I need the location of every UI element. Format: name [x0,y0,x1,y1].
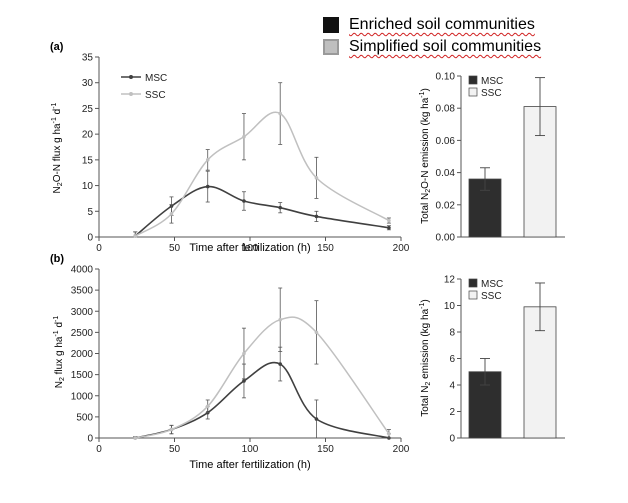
legend-label-msc: MSC [145,73,167,84]
y-tick-label: 0 [449,434,455,445]
y-tick-label: 25 [82,104,94,115]
data-point [278,111,283,116]
legend-swatch-ssc [468,87,478,97]
y-tick-label: 10 [82,181,94,192]
x-tick-label: 150 [317,243,334,254]
y-tick-label: 0.02 [436,200,456,211]
figure-legend-label: Simplified soil communities [349,38,542,55]
data-point [242,134,246,139]
legend-marker [129,75,133,79]
ylabel-a: N2O-N flux g ha-1 d-1 [51,102,64,193]
data-point [387,225,391,230]
y-tick-label: 500 [76,412,93,423]
legend-swatch-msc [468,278,478,288]
x-tick-label: 0 [96,243,102,254]
chart-b-line: 0 500 1000 1500 2000 2500 3000 3500 4000 0 50 100 15… [71,265,410,456]
data-point [387,431,391,436]
x-tick-label: 50 [169,444,181,455]
figure-legend-item-enriched: Enriched soil communities [323,14,541,36]
y-tick-label: 1000 [71,391,94,402]
data-point [133,436,138,440]
y-tick-label: 4 [449,381,455,392]
data-point [314,417,319,421]
x-tick-label: 200 [393,243,410,254]
data-point [278,317,283,322]
legend-label-ssc: SSC [145,90,166,101]
y-tick-label: 35 [82,53,94,64]
y-tick-label: 20 [82,130,94,141]
legend-swatch-black [323,17,339,33]
y-tick-label: 6 [449,354,455,365]
xlabel-a: Time after fertilization (h) [189,242,310,254]
legend-label-ssc: SSC [481,291,502,302]
series-line-msc [135,361,390,439]
data-point [133,234,138,238]
x-tick-label: 200 [393,444,410,455]
y-tick-label: 2 [449,407,455,418]
x-tick-label: 100 [242,243,259,254]
y-tick-label: 5 [87,207,93,218]
y-tick-label: 0.06 [436,136,456,147]
data-point [242,379,246,383]
y-tick-label: 0.04 [436,168,456,179]
ylabel-b-bar: Total N2 emission (kg ha-1) [419,299,432,416]
data-point [205,404,210,409]
data-point [387,218,391,223]
figure-legend-item-simplified: Simplified soil communities [323,36,541,58]
xlabel-b: Time after fertilization (h) [189,459,310,471]
series-line-ssc [134,111,390,237]
data-point [242,199,246,203]
data-point [278,205,283,210]
figure-legend-label: Enriched soil communities [349,16,535,33]
chart-a-line: 0 5 10 15 20 25 30 35 0 50 100 150 200 MSC SSC [82,53,410,255]
legend-label-msc: MSC [481,279,503,290]
y-tick-label: 15 [82,155,94,166]
y-tick-label: 8 [449,328,455,339]
data-point [205,184,210,189]
x-tick-label: 0 [96,444,102,455]
x-tick-label: 50 [169,243,181,254]
panel-label-a: (a) [50,41,64,53]
y-tick-label: 3000 [71,307,94,318]
x-tick-label: 150 [317,444,334,455]
data-point [205,158,210,162]
legend-marker [129,92,133,96]
y-tick-label: 12 [444,275,456,286]
y-tick-label: 0 [87,233,93,244]
y-tick-label: 0.10 [436,72,456,83]
y-tick-label: 3500 [71,286,94,297]
x-tick-label: 100 [242,444,259,455]
legend-swatch-msc [468,75,478,85]
y-tick-label: 2000 [71,349,94,360]
y-tick-label: 1500 [71,370,94,381]
y-tick-label: 0.08 [436,104,456,115]
y-tick-label: 0.00 [436,233,456,244]
figure-legend: Enriched soil communities Simplified soi… [323,14,541,58]
y-tick-label: 0 [87,434,93,445]
y-tick-label: 2500 [71,328,94,339]
data-point [169,212,174,216]
panel-label-b: (b) [50,253,64,265]
y-tick-label: 30 [82,78,94,89]
data-point [314,330,319,335]
data-point [314,176,319,180]
legend-swatch-ssc [468,290,478,300]
series-line-ssc [135,316,390,439]
data-point [242,351,246,356]
ylabel-a-bar: Total N2O-N emission (kg ha-1) [419,88,432,224]
legend-label-ssc: SSC [481,88,502,99]
legend-label-msc: MSC [481,76,503,87]
data-point [169,427,174,432]
y-tick-label: 4000 [71,265,94,276]
data-point [314,214,319,219]
y-tick-label: 10 [444,301,456,312]
legend-swatch-gray [323,39,339,55]
data-point [278,362,283,366]
ylabel-b: N2 flux g ha-1 d-1 [53,316,66,389]
